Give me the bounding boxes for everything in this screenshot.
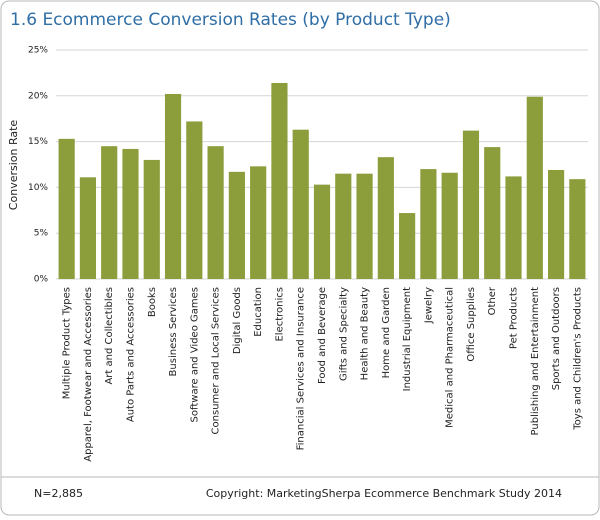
source: Copyright: MarketingSherpa Ecommerce Ben…: [206, 487, 562, 500]
x-tick-label: Education: [253, 287, 264, 337]
x-tick-label: Business Services: [168, 287, 179, 376]
footnote: N=2,885: [34, 487, 83, 500]
y-tick-label: 20%: [28, 91, 48, 101]
bar: [271, 82, 288, 279]
x-tick-label: Electronics: [274, 287, 285, 342]
y-axis-label: Conversion Rate: [7, 120, 20, 211]
bar: [377, 157, 394, 279]
y-tick-label: 15%: [28, 137, 48, 147]
bar: [186, 121, 203, 279]
x-tick-label: Consumer and Local Services: [211, 287, 222, 434]
bar: [526, 96, 543, 279]
x-tick-label: Publishing and Entertainment: [530, 287, 541, 436]
chart-title: 1.6 Ecommerce Conversion Rates (by Produ…: [10, 10, 451, 30]
x-tick-label: Jewelry: [423, 287, 434, 324]
x-tick-label: Home and Garden: [381, 287, 392, 378]
bar: [420, 169, 437, 279]
y-tick-label: 0%: [34, 275, 49, 285]
bar: [164, 93, 182, 279]
x-tick-label: Gifts and Specialty: [338, 287, 349, 381]
x-tick-label: Office Supplies: [466, 287, 477, 362]
bar: [484, 147, 501, 279]
bar: [207, 146, 224, 279]
bar: [228, 171, 245, 279]
y-tick-label: 10%: [28, 183, 48, 193]
bar: [335, 173, 352, 279]
x-tick-label: Food and Beverage: [317, 287, 328, 384]
bar: [58, 138, 75, 279]
x-tick-label: Art and Collectibles: [104, 287, 115, 385]
bar: [292, 129, 309, 279]
bar: [399, 213, 416, 279]
x-tick-label: Medical and Pharmaceutical: [445, 287, 456, 428]
x-tick-label: Auto Parts and Accessories: [125, 287, 136, 422]
y-tick-label: 5%: [34, 229, 49, 239]
bar: [569, 179, 586, 279]
bar: [441, 172, 458, 279]
bar: [505, 176, 522, 279]
bar: [547, 169, 565, 279]
x-tick-label: Books: [147, 287, 158, 317]
x-tick-label: Software and Video Games: [189, 287, 200, 422]
x-tick-label: Health and Beauty: [360, 287, 371, 380]
x-tick-label: Toys and Children's Products: [572, 287, 583, 431]
bar: [101, 146, 118, 279]
x-tick-label: Apparel, Footwear and Accessories: [83, 287, 94, 462]
x-tick-label: Digital Goods: [232, 287, 243, 354]
y-tick-label: 25%: [28, 46, 48, 56]
x-tick-label: Multiple Product Types: [62, 287, 73, 399]
x-tick-label: Industrial Equipment: [402, 287, 413, 391]
bar: [122, 148, 139, 279]
bar: [79, 177, 97, 279]
bar: [462, 130, 480, 279]
x-tick-label: Sports and Outdoors: [551, 287, 562, 390]
bar: [143, 159, 160, 279]
x-tick-label: Financial Services and Insurance: [296, 287, 307, 450]
bar: [356, 173, 373, 279]
x-tick-label: Pet Products: [509, 287, 520, 349]
x-tick-label: Other: [487, 286, 498, 315]
bar: [313, 184, 331, 279]
bar: [250, 166, 267, 279]
